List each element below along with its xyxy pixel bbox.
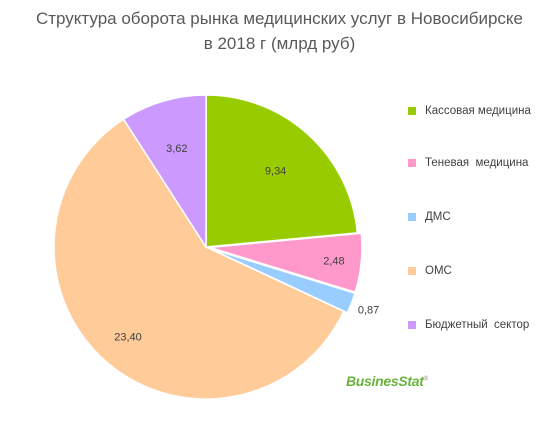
chart-title-line-2: в 2018 г (млрд руб): [203, 34, 356, 53]
legend-label-5: Бюджетный сектор: [425, 319, 530, 331]
legend-label-4: ОМС: [425, 265, 452, 277]
pie-slice-3: [209, 247, 356, 314]
chart-title: Структура оборота рынка медицинских услу…: [0, 6, 559, 56]
businesstat-logo: BusinesStat®: [346, 373, 428, 389]
brand-mark: ®: [423, 376, 428, 383]
legend-item-3: ДМС: [408, 210, 451, 224]
pie-slice-2: [209, 232, 363, 294]
legend-item-1: Кассовая медицина: [408, 104, 531, 118]
pie-slice-5: [122, 94, 207, 250]
slice-value-label-4: 23,40: [114, 331, 142, 343]
legend-swatch-1: [408, 107, 416, 115]
slice-value-label-2: 2,48: [323, 255, 344, 267]
pie-slice-4: [53, 118, 345, 400]
legend-label-3: ДМС: [425, 211, 451, 223]
slice-value-label-1: 9,34: [265, 166, 286, 178]
legend-swatch-3: [408, 213, 416, 221]
legend-item-2: Теневая медицина: [408, 156, 528, 170]
legend-item-4: ОМС: [408, 264, 452, 278]
legend-label-2: Теневая медицина: [425, 157, 529, 169]
legend-item-5: Бюджетный сектор: [408, 318, 529, 332]
legend-swatch-2: [408, 159, 416, 167]
legend-swatch-4: [408, 267, 416, 275]
slice-value-label-5: 3,62: [166, 143, 187, 155]
chart-title-line-1: Структура оборота рынка медицинских услу…: [35, 9, 524, 28]
legend-swatch-5: [408, 321, 416, 329]
slice-value-label-3: 0,87: [358, 305, 379, 317]
legend-label-1: Кассовая медицина: [425, 105, 531, 117]
pie-slice-1: [205, 94, 359, 248]
brand-name: BusinesStat: [346, 373, 424, 389]
